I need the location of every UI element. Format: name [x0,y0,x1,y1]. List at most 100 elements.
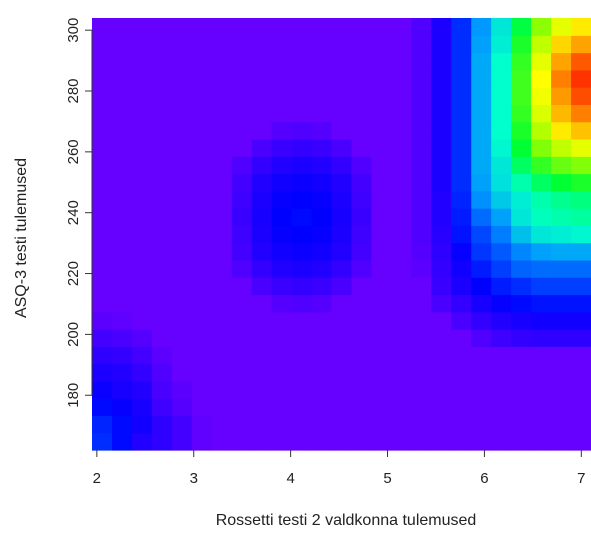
heatmap-cell [131,156,153,175]
heatmap-cell [211,242,233,261]
heatmap-cell [491,138,512,157]
heatmap-cell [351,18,373,36]
heatmap-cell [271,35,293,54]
heatmap-cell [571,415,591,434]
heatmap-cell [291,432,313,451]
heatmap-cell [451,52,472,71]
heatmap-cell [511,432,532,451]
heatmap-cell [191,156,213,175]
x-axis-title: Rossetti testi 2 valdkonna tulemused [216,512,477,529]
heatmap-cell [431,346,452,365]
heatmap-cell [511,398,532,417]
heatmap-cell [171,363,193,382]
heatmap-cell [451,398,472,417]
heatmap-cell [491,69,512,88]
heatmap-cell [531,225,552,244]
heatmap-cell [111,104,133,123]
heatmap-cell [391,104,412,123]
heatmap-cell [311,18,333,36]
heatmap-cell [331,277,353,296]
heatmap-cell [271,363,293,382]
heatmap-cell [171,432,193,451]
heatmap-cell [351,208,373,226]
heatmap-cell [491,363,512,382]
heatmap-cell [531,346,552,365]
heatmap-cell [291,69,313,88]
heatmap-cell [111,225,133,244]
heatmap-cell [92,294,113,313]
heatmap-cell [431,190,452,209]
heatmap-cell [431,121,452,140]
heatmap-cell [231,69,253,88]
heatmap-cell [331,173,353,192]
heatmap-cell [411,156,432,175]
heatmap-cell [471,380,492,399]
heatmap-cell [231,190,253,209]
heatmap-cell [471,190,492,209]
heatmap-cell [571,242,591,261]
heatmap-cell [231,329,253,347]
heatmap-cell [411,329,432,347]
heatmap-cell [351,346,373,365]
heatmap-cell [511,173,532,192]
heatmap-cell [551,225,572,244]
heatmap-cell [391,138,412,157]
heatmap-cell [92,190,113,209]
heatmap-cell [511,311,532,330]
heatmap-cell [491,52,512,71]
heatmap-cell [391,242,412,261]
heatmap-cell [431,52,452,71]
heatmap-cell [111,294,133,313]
heatmap-cell [291,329,313,347]
heatmap-cells [92,18,591,451]
heatmap-cell [451,294,472,313]
heatmap-cell [331,259,353,278]
heatmap-cell [191,277,213,296]
heatmap-cell [92,225,113,244]
heatmap-cell [451,415,472,434]
heatmap-cell [371,259,392,278]
heatmap-cell [511,35,532,54]
heatmap-cell [371,35,392,54]
heatmap-cell [551,69,572,88]
heatmap-cell [351,35,373,54]
heatmap-cell [191,415,213,434]
heatmap-cell [151,346,173,365]
heatmap-cell [131,173,153,192]
heatmap-cell [531,432,552,451]
heatmap-cell [371,329,392,347]
heatmap-cell [451,18,472,36]
heatmap-cell [111,69,133,88]
heatmap-cell [191,259,213,278]
heatmap-cell [211,138,233,157]
heatmap-cell [291,190,313,209]
heatmap-cell [471,311,492,330]
heatmap-cell [411,173,432,192]
heatmap-cell [311,138,333,157]
heatmap-cell [511,18,532,36]
heatmap-cell [491,104,512,123]
heatmap-cell [471,277,492,296]
heatmap-cell [331,294,353,313]
heatmap-cell [131,380,153,399]
heatmap-cell [511,346,532,365]
heatmap-cell [191,311,213,330]
heatmap-cell [451,208,472,226]
heatmap-cell [571,156,591,175]
heatmap-cell [431,415,452,434]
heatmap-cell [171,242,193,261]
heatmap-cell [391,18,412,36]
heatmap-cell [391,35,412,54]
heatmap-cell [111,242,133,261]
heatmap-cell [351,242,373,261]
heatmap-cell [431,138,452,157]
heatmap-cell [511,104,532,123]
heatmap-cell [491,398,512,417]
heatmap-cell [92,277,113,296]
heatmap-cell [231,156,253,175]
heatmap-cell [191,69,213,88]
heatmap-cell [291,138,313,157]
heatmap-cell [331,242,353,261]
heatmap-cell [92,242,113,261]
heatmap-cell [171,208,193,226]
